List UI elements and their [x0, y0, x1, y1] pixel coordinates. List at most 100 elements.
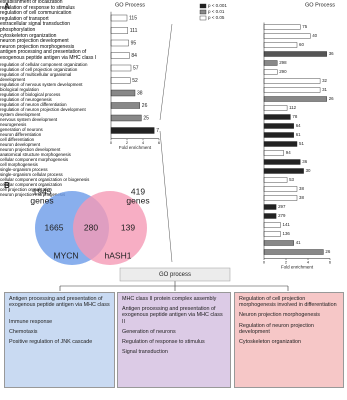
panel-label: A — [4, 2, 10, 11]
count-label: 51 — [299, 141, 304, 146]
bar — [110, 27, 128, 34]
count-label: 26 — [325, 249, 330, 254]
category-label: generation of neurons — [0, 126, 43, 132]
category-label: cellular component organization — [0, 181, 62, 187]
go-term: Signal transduction — [122, 349, 168, 356]
go-term: Antigen processing and presentation of e… — [122, 306, 223, 325]
count-label: 112 — [289, 105, 297, 110]
bar — [263, 51, 327, 57]
count-label: 38 — [137, 90, 143, 96]
set-name: hASH1 — [105, 250, 132, 260]
category-label: phosphorylation — [0, 26, 36, 33]
go-box: Antigen processing and presentation of e… — [4, 292, 115, 388]
go-term: Cytoskeleton organization — [239, 339, 302, 346]
go-term: Positive regulation of JNK cascade — [9, 339, 93, 346]
category-label: regulation of transport — [0, 15, 49, 22]
venn-circle — [73, 191, 147, 265]
bar — [110, 114, 142, 122]
category-label: extracellular signal transduction — [0, 21, 71, 28]
connector — [159, 130, 173, 263]
count-label: 279 — [278, 213, 286, 218]
category-label: regulation of cell communication — [0, 10, 72, 17]
category-label: single-organism cellular process — [0, 171, 63, 177]
count-label: 36 — [302, 159, 307, 164]
panel-label: B — [4, 181, 10, 190]
count-label: 36 — [329, 51, 334, 56]
set-total: 1945 — [33, 186, 52, 196]
bar — [263, 60, 278, 66]
connector — [159, 23, 173, 121]
connector — [59, 286, 289, 291]
bar — [110, 127, 155, 134]
x-tick-label: 2 — [285, 260, 288, 265]
count-label: 75 — [302, 24, 307, 29]
category-label: neuron development — [0, 141, 41, 147]
count-label: 84 — [131, 53, 137, 59]
count-label: 290 — [279, 69, 287, 74]
go-term: Regulation of cell projection morphogene… — [239, 296, 337, 309]
legend-label: p < 0.01 — [208, 9, 225, 14]
bar — [263, 69, 278, 75]
category-label: antigen processing and presentation of e… — [0, 49, 97, 61]
count-label: 7 — [156, 128, 159, 134]
go-term: Regulation of response to stimulus — [122, 339, 205, 346]
category-label: regulation of neurogenesis — [0, 96, 52, 102]
category-label: regulation of nervous system development — [0, 81, 83, 87]
bar — [263, 204, 277, 210]
x-tick-label: 4 — [142, 140, 145, 145]
category-label: cellular component organization or bioge… — [0, 176, 90, 182]
count-label: 57 — [133, 65, 139, 71]
go-term: Immune response — [9, 318, 53, 325]
bar — [263, 240, 294, 246]
count-label: 111 — [130, 28, 138, 34]
bar — [263, 249, 324, 255]
category-label: cellular component morphogenesis — [0, 156, 69, 162]
legend-label: p < 0.05 — [208, 15, 225, 20]
set-total-unit: genes — [30, 195, 53, 205]
bar — [110, 39, 129, 47]
bar — [263, 213, 277, 219]
count-label: 32 — [322, 78, 327, 83]
x-axis-label: Fold enrichment — [119, 145, 152, 150]
count-label: 61 — [296, 132, 301, 137]
bar — [263, 33, 311, 39]
category-label: cell differentiation — [0, 136, 35, 142]
category-label: cell projection organization — [0, 186, 52, 192]
bar — [263, 87, 321, 93]
set-total-unit: genes — [126, 195, 149, 205]
x-tick-label: 0 — [110, 140, 113, 145]
count-label: 78 — [292, 114, 297, 119]
x-tick-label: 0 — [263, 260, 266, 265]
legend-swatch — [199, 9, 207, 15]
count-label: 115 — [129, 15, 137, 21]
bar — [263, 132, 294, 138]
legend-swatch — [199, 3, 207, 9]
category-label: regulation of multicellular organismal d… — [0, 71, 72, 82]
go-box: Regulation of cell projection morphogene… — [234, 292, 344, 388]
count-label: 26 — [329, 96, 334, 101]
category-label: neurogenesis — [0, 121, 27, 127]
chart-title: GO Process — [305, 2, 335, 8]
table-header: GO process — [159, 272, 191, 278]
go-term: Neuron projection morphogenesis — [239, 312, 320, 319]
count-label: 60 — [299, 42, 304, 47]
category-label: neuron differentiation — [0, 131, 42, 137]
category-label: neuron projection development — [0, 146, 61, 152]
category-label: neuron projection morphogenesis — [0, 191, 66, 197]
count-label: 141 — [283, 222, 291, 227]
category-label: neuron projection morphogenesis — [0, 43, 75, 50]
region-count: 280 — [84, 222, 98, 232]
go-term: Regulation of neuron projection developm… — [239, 322, 314, 335]
category-label: system development — [0, 111, 41, 117]
go-term: MHC class II protein complex assembly — [122, 296, 217, 302]
category-label: regulation of neuron differentiation — [0, 101, 67, 107]
bar — [263, 96, 327, 102]
bar — [263, 114, 291, 120]
count-label: 298 — [279, 60, 287, 65]
region-count: 1665 — [45, 222, 64, 232]
bar — [263, 168, 304, 174]
count-label: 64 — [296, 123, 301, 128]
category-label: nervous system development — [0, 116, 58, 122]
bar — [110, 64, 132, 72]
